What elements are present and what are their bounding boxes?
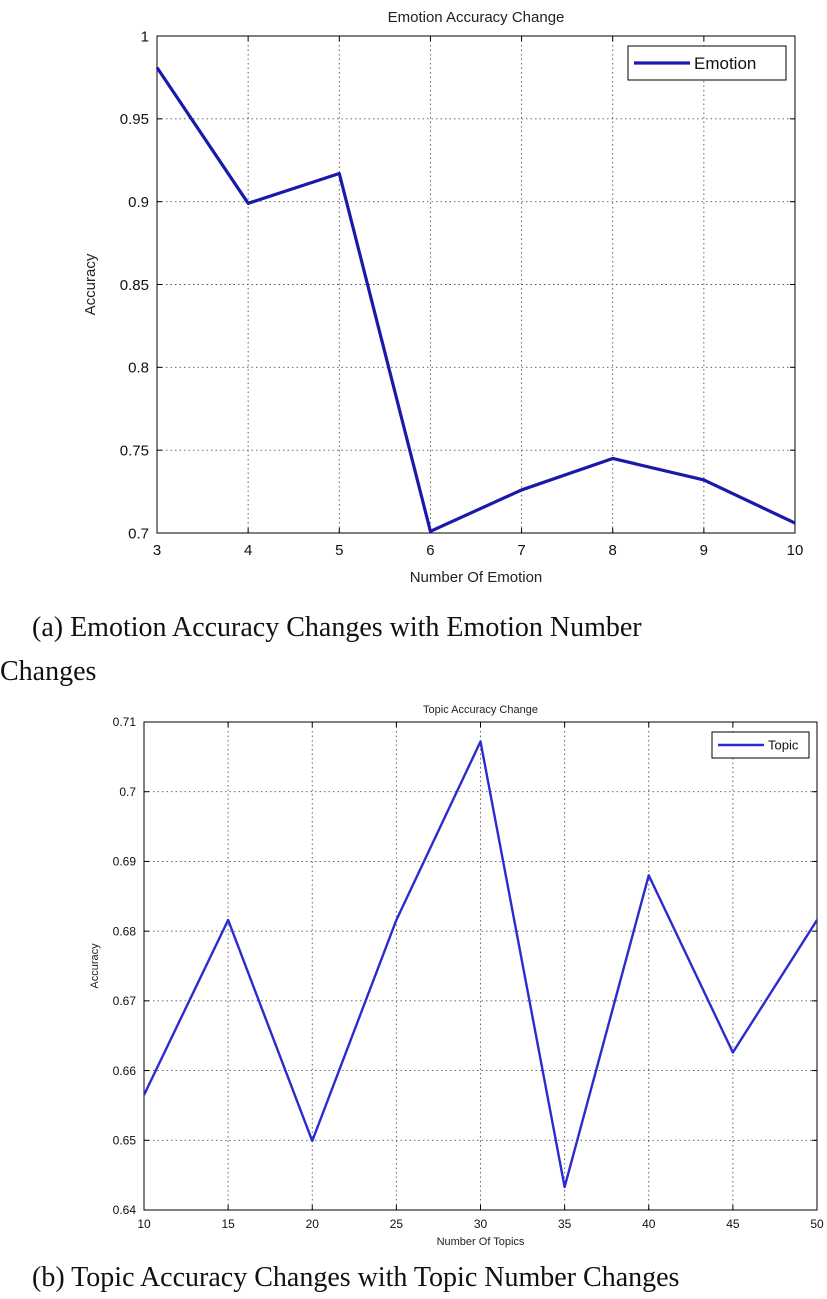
emotion-accuracy-chart: 3 4 5 6 7 8 9 10 0.7 0.75 0.8 0.85 0.9 0.95 1 Emotion A…: [82, 9, 803, 586]
caption-a-line-1: (a) Emotion Accuracy Changes with Emotio…: [32, 612, 642, 643]
legend-box: [627, 45, 787, 81]
y-tick-label: 0.85: [120, 277, 149, 294]
y-tick-label: 0.67: [113, 994, 137, 1008]
y-tick-label: 0.65: [113, 1133, 137, 1147]
x-tick-label: 3: [153, 542, 161, 559]
y-tick-label: 0.64: [113, 1203, 137, 1217]
y-axis-label: Accuracy: [89, 943, 101, 989]
x-tick-label: 20: [306, 1217, 320, 1231]
y-tick-label: 1: [141, 28, 149, 45]
x-tick-label: 5: [335, 542, 343, 559]
y-axis-label: Accuracy: [82, 253, 99, 315]
x-tick-label: 50: [810, 1217, 824, 1231]
legend-label: Topic: [768, 738, 799, 753]
legend-label: Emotion: [694, 54, 756, 73]
y-tick-label: 0.7: [119, 785, 136, 799]
y-tick-label: 0.8: [128, 360, 149, 377]
x-tick-label: 7: [517, 542, 525, 559]
series-line-topic: [142, 740, 819, 1189]
x-tick-label: 10: [137, 1217, 151, 1231]
series-line-emotion: [155, 66, 796, 533]
x-tick-label: 45: [726, 1217, 740, 1231]
x-axis-label: Number Of Topics: [437, 1236, 525, 1248]
y-tick-label: 0.95: [120, 111, 149, 128]
caption-a-line-2: Changes: [0, 656, 97, 687]
x-tick-label: 4: [244, 542, 252, 559]
topic-accuracy-chart: 10 15 20 25 30 35 40 45 50 0.64 0.65 0.66 0.67 0.68 0.…: [89, 704, 824, 1248]
caption-b: (b) Topic Accuracy Changes with Topic Nu…: [32, 1262, 680, 1293]
x-tick-label: 40: [642, 1217, 656, 1231]
x-tick-label: 30: [474, 1217, 488, 1231]
y-tick-label: 0.9: [128, 194, 149, 211]
x-tick-label: 9: [700, 542, 708, 559]
x-tick-label: 10: [787, 542, 804, 559]
y-tick-label: 0.66: [113, 1064, 137, 1078]
y-tick-label: 0.75: [120, 442, 149, 459]
y-tick-label: 0.68: [113, 924, 137, 938]
x-axis-label: Number Of Emotion: [410, 569, 543, 586]
y-tick-label: 0.7: [128, 525, 149, 542]
x-tick-label: 6: [426, 542, 434, 559]
x-tick-label: 35: [558, 1217, 572, 1231]
x-tick-label: 8: [609, 542, 617, 559]
chart-title: Emotion Accuracy Change: [388, 9, 565, 26]
y-tick-label: 0.69: [113, 855, 137, 869]
y-tick-label: 0.71: [113, 715, 137, 729]
x-tick-label: 15: [221, 1217, 235, 1231]
x-tick-label: 25: [390, 1217, 404, 1231]
chart-title: Topic Accuracy Change: [423, 704, 538, 716]
